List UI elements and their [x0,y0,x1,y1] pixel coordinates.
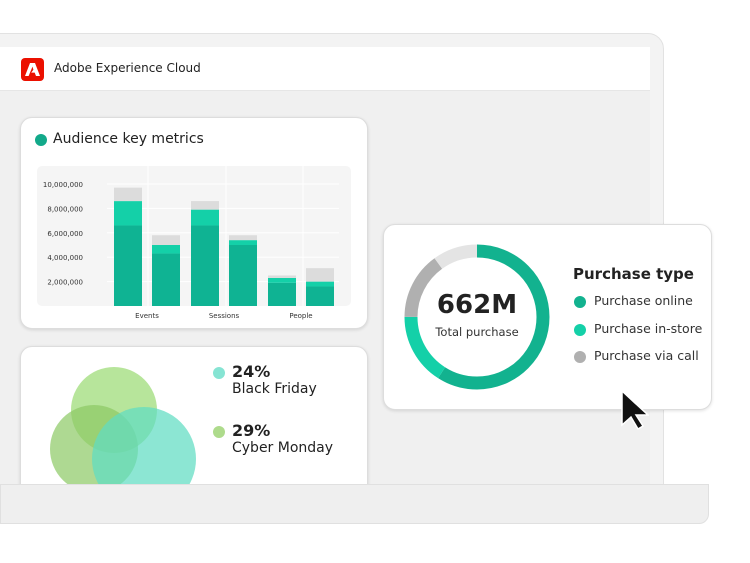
segment-dot-icon [213,426,225,438]
y-tick-label: 4,000,000 [47,254,83,262]
audience-card: Audience key metrics 10,000,000 8,000,000… [20,117,368,329]
venn-circle-right [92,407,196,485]
legend-dot-icon [574,324,586,336]
screen: Adobe Experience Cloud Audience key metr… [0,47,650,485]
segment-label: Black Friday [232,381,317,397]
bar-segment [229,245,257,306]
bar-segment [306,268,334,282]
app-header: Adobe Experience Cloud [0,47,650,91]
bar-segment [191,209,219,226]
donut-segment [404,244,550,390]
bar-segment [114,187,142,202]
y-tick-label: 6,000,000 [47,230,83,238]
purchase-title: Purchase type [573,265,694,283]
bar-segment [268,277,296,283]
mouse-cursor-icon [621,389,649,431]
segment-dot-icon [213,367,225,379]
bar-segment [191,225,219,306]
app-title: Adobe Experience Cloud [54,61,201,75]
y-tick-label: 2,000,000 [47,279,83,287]
bar-segment [191,201,219,210]
bar-segment [268,275,296,278]
purchase-total: 662M [436,290,518,320]
segment-value: 29% [232,421,271,440]
legend-dot-icon [574,351,586,363]
purchase-card: 662M Total purchase Purchase type Purcha… [383,224,712,410]
bar-segment [229,235,257,241]
bar-segment [306,281,334,287]
bar-segment [114,201,142,226]
x-tick-label: Events [135,312,159,320]
y-tick-label: 10,000,000 [43,181,83,189]
laptop-base [0,484,709,524]
x-tick-label: Sessions [209,312,240,320]
bar-segment [152,245,180,254]
legend-dot-icon [574,296,586,308]
adobe-logo-icon[interactable] [21,58,44,81]
x-tick-label: People [289,312,312,320]
bar-chart: 10,000,000 8,000,000 6,000,000 4,000,000 2,0… [43,166,339,320]
purchase-total-label: Total purchase [435,325,519,339]
segment-label: Cyber Monday [232,440,334,456]
donut-segment [404,244,550,390]
bar-segment [152,253,180,306]
donut-chart [404,244,550,390]
bar-segment [229,240,257,245]
bar-segment [306,286,334,306]
bar-segment [152,235,180,245]
venn-diagram [50,367,196,485]
segments-card: 24% Black Friday 29% Cyber Monday [20,346,368,485]
bar-segment [114,225,142,306]
segment-value: 24% [232,362,271,381]
audience-dot-icon [35,134,47,146]
audience-title: Audience key metrics [53,131,204,147]
bar-segment [268,282,296,306]
y-tick-label: 8,000,000 [47,205,83,213]
